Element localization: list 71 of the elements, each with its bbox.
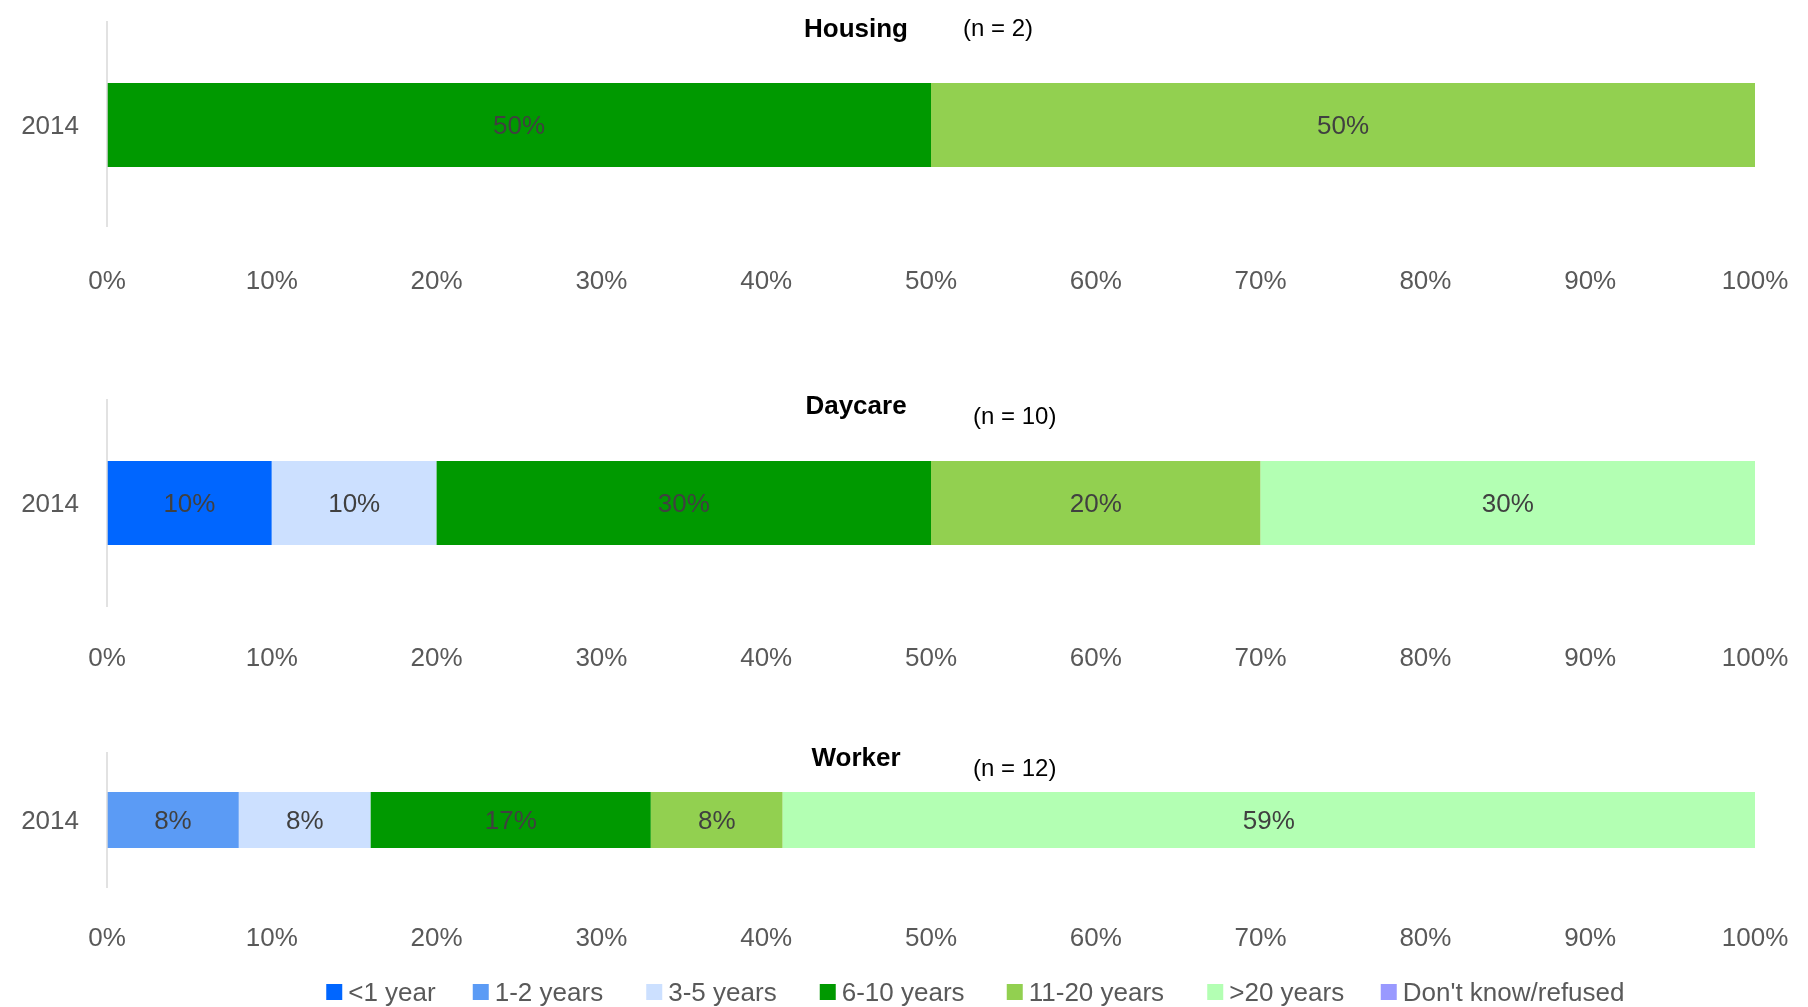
y-tick-label: 2014 xyxy=(21,110,79,141)
data-label: 8% xyxy=(697,805,736,836)
bar xyxy=(650,792,783,848)
x-tick-label: 10% xyxy=(245,265,298,296)
chart-title: Daycare xyxy=(805,390,907,421)
x-tick-label: 60% xyxy=(1069,265,1122,296)
legend-label: 6-10 years xyxy=(841,977,965,1007)
x-tick-label: 80% xyxy=(1399,642,1452,673)
legend-label: Don't know/refused xyxy=(1402,977,1625,1007)
x-tick-label: 80% xyxy=(1399,922,1452,953)
x-tick-label: 20% xyxy=(410,642,463,673)
data-label: 10% xyxy=(328,488,381,519)
data-label: 17% xyxy=(484,805,537,836)
x-tick-label: 90% xyxy=(1564,922,1617,953)
bar xyxy=(107,461,272,545)
bar xyxy=(1260,461,1755,545)
x-tick-label: 70% xyxy=(1234,922,1287,953)
bar xyxy=(271,461,437,545)
chart-subtitle: (n = 2) xyxy=(963,14,1034,42)
x-tick-label: 80% xyxy=(1399,265,1452,296)
x-tick-label: 60% xyxy=(1069,642,1122,673)
x-tick-label: 100% xyxy=(1721,642,1789,673)
x-tick-label: 20% xyxy=(410,922,463,953)
bar xyxy=(436,461,931,545)
bar xyxy=(782,792,1755,848)
x-tick-label: 50% xyxy=(904,642,958,673)
x-tick-label: 40% xyxy=(740,265,793,296)
x-tick-label: 10% xyxy=(245,922,298,953)
bar xyxy=(238,792,371,848)
y-tick-label: 2014 xyxy=(21,805,79,836)
bar xyxy=(370,792,651,848)
legend-label: >20 years xyxy=(1229,977,1345,1007)
data-label: 50% xyxy=(492,110,546,141)
x-tick-label: 50% xyxy=(904,922,958,953)
x-tick-label: 100% xyxy=(1721,265,1789,296)
x-tick-label: 10% xyxy=(245,642,298,673)
x-tick-label: 50% xyxy=(904,265,958,296)
x-tick-label: 20% xyxy=(410,265,463,296)
x-tick-label: 30% xyxy=(575,265,628,296)
data-label: 10% xyxy=(163,488,216,519)
x-tick-label: 90% xyxy=(1564,265,1617,296)
chart-subtitle: (n = 12) xyxy=(973,754,1057,782)
data-label: 20% xyxy=(1069,488,1122,519)
legend-label: <1 year xyxy=(348,977,437,1007)
y-tick-label: 2014 xyxy=(21,488,79,519)
x-tick-label: 90% xyxy=(1564,642,1617,673)
x-tick-label: 60% xyxy=(1069,922,1122,953)
chart-subtitle: (n = 10) xyxy=(973,402,1057,430)
x-tick-label: 40% xyxy=(740,922,793,953)
x-tick-label: 0% xyxy=(88,642,126,673)
x-tick-label: 100% xyxy=(1721,922,1789,953)
x-tick-label: 70% xyxy=(1234,642,1287,673)
legend-label: 11-20 years xyxy=(1028,977,1165,1007)
data-label: 50% xyxy=(1316,110,1370,141)
data-label: 8% xyxy=(154,805,192,836)
data-label: 30% xyxy=(1481,488,1534,519)
data-label: 59% xyxy=(1242,805,1295,836)
legend-label: 3-5 years xyxy=(668,977,777,1007)
x-tick-label: 0% xyxy=(88,265,126,296)
x-tick-label: 40% xyxy=(740,642,793,673)
data-label: 8% xyxy=(285,805,324,836)
chart-title: Housing xyxy=(804,13,908,44)
bar xyxy=(107,792,239,848)
chart-title: Worker xyxy=(811,742,901,773)
x-tick-label: 0% xyxy=(88,922,126,953)
legend-label: 1-2 years xyxy=(494,977,604,1007)
bar xyxy=(931,461,1261,545)
x-tick-label: 30% xyxy=(575,922,628,953)
data-label: 30% xyxy=(657,488,710,519)
x-tick-label: 30% xyxy=(575,642,628,673)
x-tick-label: 70% xyxy=(1234,265,1287,296)
